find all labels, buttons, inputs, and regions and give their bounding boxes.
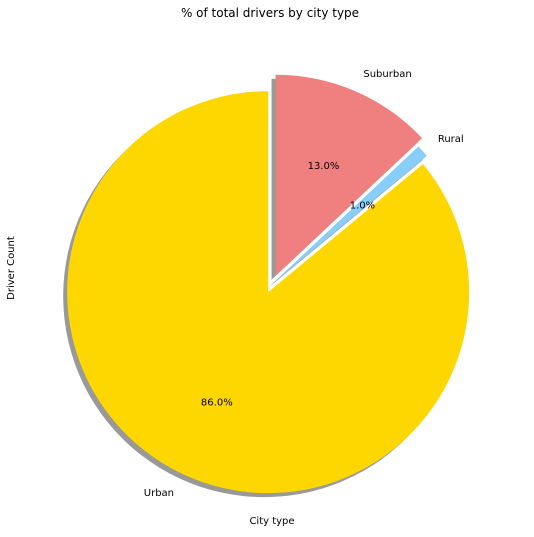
percent-label-suburban: 13.0% [308, 161, 340, 172]
pie-slice-urban [67, 91, 470, 494]
slice-label-rural: Rural [438, 134, 464, 145]
chart-title: % of total drivers by city type [181, 6, 359, 20]
y-axis-label: Driver Count [6, 236, 17, 300]
slice-layer [67, 74, 470, 494]
label-layer: Urban 86.0% Rural 1.0% Suburban 13.0% [144, 69, 464, 499]
slice-label-urban: Urban [144, 488, 174, 499]
percent-label-urban: 86.0% [201, 397, 233, 408]
percent-label-rural: 1.0% [350, 200, 375, 211]
slice-label-suburban: Suburban [363, 69, 411, 80]
pie-slice-rural [272, 146, 427, 284]
x-axis-label: City type [249, 516, 294, 527]
pie-slice-suburban [275, 74, 423, 276]
